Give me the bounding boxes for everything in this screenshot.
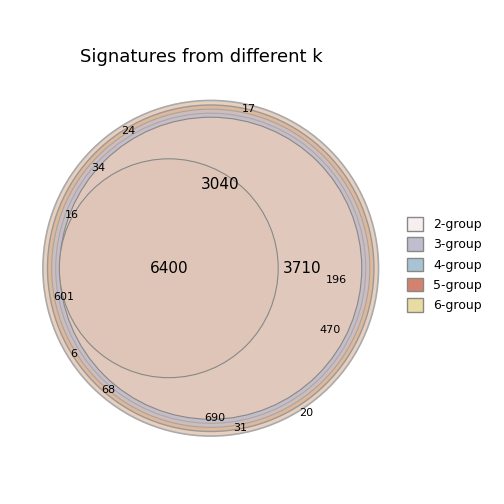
Circle shape xyxy=(43,100,379,436)
Text: 470: 470 xyxy=(320,325,341,335)
Text: 3710: 3710 xyxy=(283,261,321,276)
Text: 20: 20 xyxy=(299,408,313,418)
Text: 601: 601 xyxy=(53,291,74,301)
Text: 196: 196 xyxy=(326,275,347,285)
Legend: 2-group, 3-group, 4-group, 5-group, 6-group: 2-group, 3-group, 4-group, 5-group, 6-gr… xyxy=(403,213,486,316)
Circle shape xyxy=(55,113,366,423)
Text: 17: 17 xyxy=(242,104,256,113)
Text: 24: 24 xyxy=(121,127,136,137)
Circle shape xyxy=(52,109,370,427)
Text: 690: 690 xyxy=(204,413,225,423)
Circle shape xyxy=(59,159,278,377)
Title: Signatures from different k: Signatures from different k xyxy=(80,48,323,66)
Circle shape xyxy=(59,117,362,419)
Text: 6: 6 xyxy=(71,349,78,359)
Circle shape xyxy=(47,105,374,431)
Text: 3040: 3040 xyxy=(201,177,239,192)
Text: 16: 16 xyxy=(65,210,79,220)
Text: 34: 34 xyxy=(92,163,106,173)
Text: 6400: 6400 xyxy=(150,261,188,276)
Text: 68: 68 xyxy=(101,386,115,396)
Text: 31: 31 xyxy=(233,423,247,433)
